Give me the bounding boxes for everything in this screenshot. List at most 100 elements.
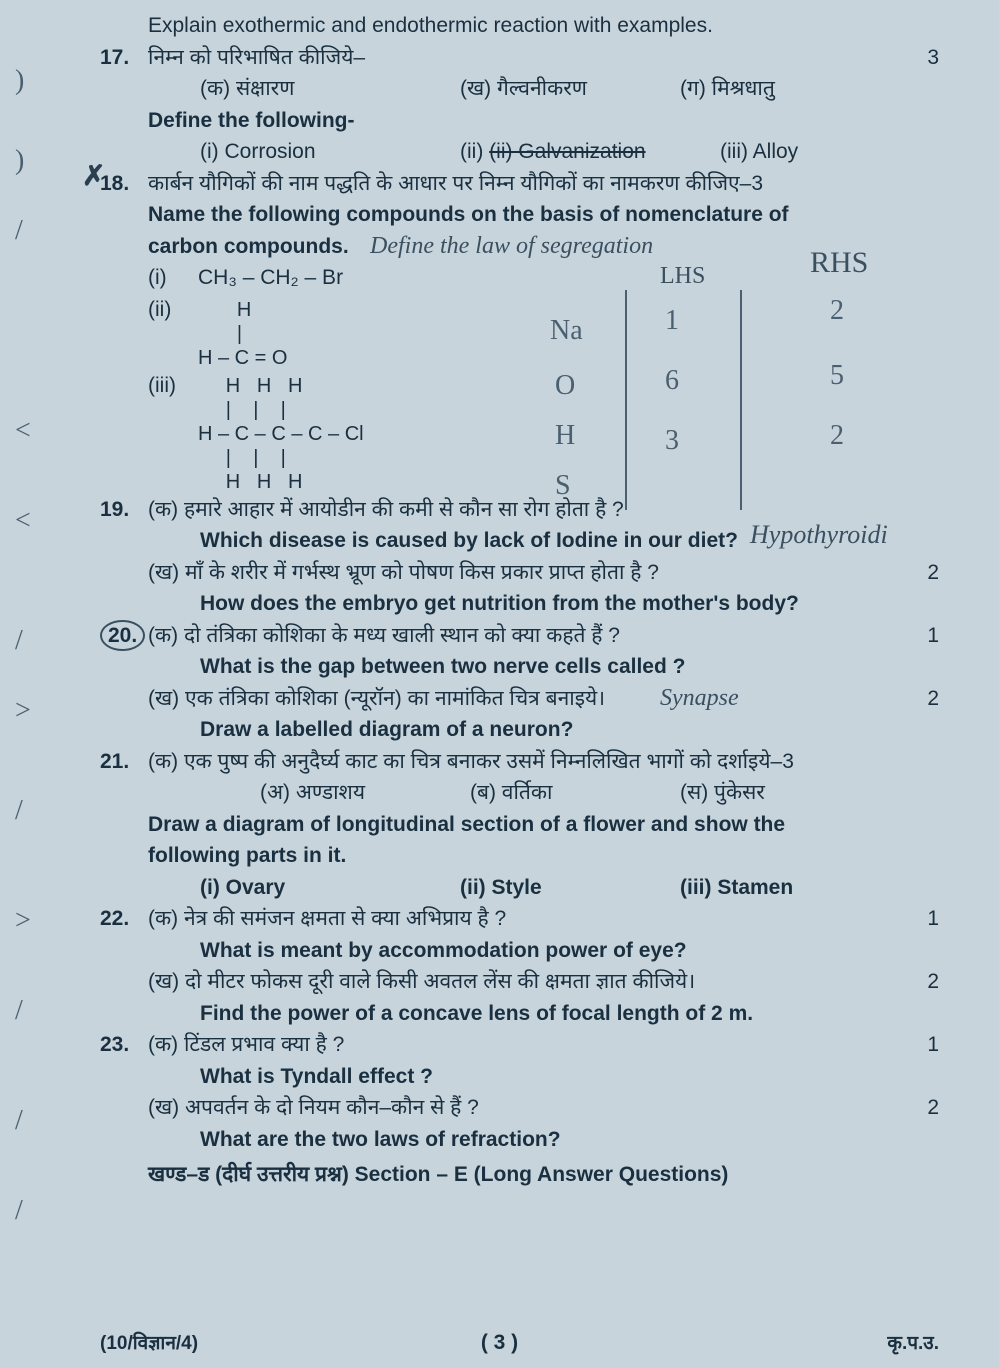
q22-b-hi: (ख) दो मीटर फोकस दूरी वाले किसी अवतल लें…: [100, 966, 939, 998]
q18-i-formula: CH₃ – CH₂ – Br: [198, 262, 343, 294]
q21-num: 21.: [100, 746, 148, 778]
q19-b-en-text: How does the embryo get nutrition from t…: [200, 588, 799, 620]
q22-b-en: Find the power of a concave lens of foca…: [100, 998, 939, 1030]
margin-tick: /: [15, 210, 23, 252]
q22-a-en: What is meant by accommodation power of …: [100, 935, 939, 967]
q21-opt-a-en: (i) Ovary: [200, 872, 420, 904]
hw-h: H: [555, 415, 575, 457]
q18-hi: 18. कार्बन यौगिकों की नाम पद्धति के आधार…: [100, 168, 939, 200]
q16-text: Explain exothermic and endothermic react…: [148, 10, 939, 42]
q18-ii-formula: H | H – C = O: [198, 298, 287, 370]
q19-b-en: How does the embryo get nutrition from t…: [100, 588, 939, 620]
q17-marks: 3: [899, 42, 939, 74]
hw-s: S: [555, 465, 571, 507]
margin-tick: /: [15, 620, 23, 662]
section-e-header: खण्ड–ड (दीर्घ उत्तरीय प्रश्न) Section – …: [100, 1159, 939, 1191]
q20-a-marks: 1: [899, 620, 939, 652]
q23-a-hi-text: (क) टिंडल प्रभाव क्या है ?: [148, 1029, 899, 1061]
q20-num: 20.: [100, 620, 148, 652]
hw-c1c: 3: [665, 420, 679, 462]
q18-i-label: (i): [148, 262, 198, 294]
q18-en1: Name the following compounds on the basi…: [100, 199, 939, 231]
q23-a-en: What is Tyndall effect ?: [100, 1061, 939, 1093]
margin-tick: /: [15, 990, 23, 1032]
q20-a-hi: 20. (क) दो तंत्रिका कोशिका के मध्य खाली …: [100, 620, 939, 652]
hw-c2c: 2: [830, 415, 844, 457]
q18-hi-text: कार्बन यौगिकों की नाम पद्धति के आधार पर …: [148, 168, 939, 200]
q23-b-en-text: What are the two laws of refraction?: [200, 1124, 561, 1156]
q23-num: 23.: [100, 1029, 148, 1061]
hw-c1a: 1: [665, 300, 679, 342]
q19-b-hi: (ख) माँ के शरीर में गर्भस्थ भ्रूण को पोष…: [100, 557, 939, 589]
q23-a-hi: 23. (क) टिंडल प्रभाव क्या है ? 1: [100, 1029, 939, 1061]
q20-b-hi-text: (ख) एक तंत्रिका कोशिका (न्यूरॉन) का नामा…: [148, 683, 899, 715]
q19-b-marks: 2: [899, 557, 939, 589]
margin-tick: /: [15, 1190, 23, 1232]
q18-en2-text: carbon compounds.: [148, 231, 349, 263]
q21-en1: Draw a diagram of longitudinal section o…: [100, 809, 939, 841]
q17-opt-b-hi: (ख) गैल्वनीकरण: [460, 73, 640, 105]
q19-b-hi-text: (ख) माँ के शरीर में गर्भस्थ भ्रूण को पोष…: [148, 557, 899, 589]
q16-en: Explain exothermic and endothermic react…: [100, 10, 939, 42]
q17-opt-b-en: (ii) (ii) Galvanization: [460, 136, 680, 168]
q21-a-hi: 21. (क) एक पुष्प की अनुदैर्घ्य काट का चि…: [100, 746, 939, 778]
q17-hi: 17. निम्न को परिभाषित कीजिये– 3: [100, 42, 939, 74]
hw-hypothyroid: Hypothyroidi: [750, 515, 888, 554]
q20-a-en: What is the gap between two nerve cells …: [100, 651, 939, 683]
q20-b-en-text: Draw a labelled diagram of a neuron?: [200, 714, 573, 746]
footer-left: (10/विज्ञान/4): [100, 1330, 198, 1359]
q18-iii: (iii) H H H | | | H – C – C – C – Cl | |…: [100, 370, 939, 494]
q21-opt-c-en: (iii) Stamen: [680, 872, 793, 904]
q22-b-hi-text: (ख) दो मीटर फोकस दूरी वाले किसी अवतल लें…: [148, 966, 899, 998]
q23-a-marks: 1: [899, 1029, 939, 1061]
q21-en2-text: following parts in it.: [148, 840, 346, 872]
hw-c2a: 2: [830, 290, 844, 332]
q22-a-en-text: What is meant by accommodation power of …: [200, 935, 687, 967]
q22-b-marks: 2: [899, 966, 939, 998]
q21-opt-b-en: (ii) Style: [460, 872, 640, 904]
q22-a-hi: 22. (क) नेत्र की समंजन क्षमता से क्या अभ…: [100, 903, 939, 935]
hw-segregation: Define the law of segregation: [370, 228, 653, 264]
q18-iii-formula: H H H | | | H – C – C – C – Cl | | | H H…: [198, 374, 364, 494]
q23-a-en-text: What is Tyndall effect ?: [200, 1061, 433, 1093]
q22-a-hi-text: (क) नेत्र की समंजन क्षमता से क्या अभिप्र…: [148, 903, 899, 935]
hw-c2b: 5: [830, 355, 844, 397]
q19-a-en-text: Which disease is caused by lack of Iodin…: [200, 525, 738, 557]
q22-a-marks: 1: [899, 903, 939, 935]
q21-opt-b-hi: (ब) वर्तिका: [470, 777, 640, 809]
q17-en: Define the following-: [100, 105, 939, 137]
q21-opt-a-hi: (अ) अण्डाशय: [260, 777, 430, 809]
hw-lhs: LHS: [660, 258, 705, 294]
cross-mark: ✗: [82, 156, 105, 198]
hw-o: O: [555, 365, 575, 407]
q21-opt-c-hi: (स) पुंकेसर: [680, 777, 765, 809]
q20-b-en: Draw a labelled diagram of a neuron?: [100, 714, 939, 746]
q20-a-hi-text: (क) दो तंत्रिका कोशिका के मध्य खाली स्था…: [148, 620, 899, 652]
margin-tick: ): [15, 60, 24, 102]
q23-b-hi: (ख) अपवर्तन के दो नियम कौन–कौन से हैं ? …: [100, 1092, 939, 1124]
q18-iii-label: (iii): [148, 370, 198, 402]
q17-opt-a-en: (i) Corrosion: [200, 136, 420, 168]
q20-b-hi: (ख) एक तंत्रिका कोशिका (न्यूरॉन) का नामा…: [100, 683, 939, 715]
q21-en2: following parts in it.: [100, 840, 939, 872]
q23-b-en: What are the two laws of refraction?: [100, 1124, 939, 1156]
q17-num: 17.: [100, 42, 148, 74]
q22-num: 22.: [100, 903, 148, 935]
q18-ii-label: (ii): [148, 294, 198, 326]
q18-num: 18.: [100, 168, 148, 200]
footer-right: कृ.प.उ.: [887, 1330, 939, 1359]
margin-tick: >: [15, 900, 31, 942]
q17-opts-hi: (क) संक्षारण (ख) गैल्वनीकरण (ग) मिश्रधात…: [100, 73, 939, 105]
q23-b-marks: 2: [899, 1092, 939, 1124]
hw-vline1: [625, 290, 627, 510]
q21-en1-text: Draw a diagram of longitudinal section o…: [148, 809, 785, 841]
q19-num: 19.: [100, 494, 148, 526]
q17-opts-en: (i) Corrosion (ii) (ii) Galvanization (i…: [100, 136, 939, 168]
margin-tick: ): [15, 140, 24, 182]
q17-hi-text: निम्न को परिभाषित कीजिये–: [148, 42, 899, 74]
hw-c1b: 6: [665, 360, 679, 402]
q17-opt-c-en: (iii) Alloy: [720, 136, 798, 168]
margin-tick: /: [15, 790, 23, 832]
hw-na: Na: [550, 310, 583, 352]
q21-a-hi-text: (क) एक पुष्प की अनुदैर्घ्य काट का चित्र …: [148, 746, 939, 778]
